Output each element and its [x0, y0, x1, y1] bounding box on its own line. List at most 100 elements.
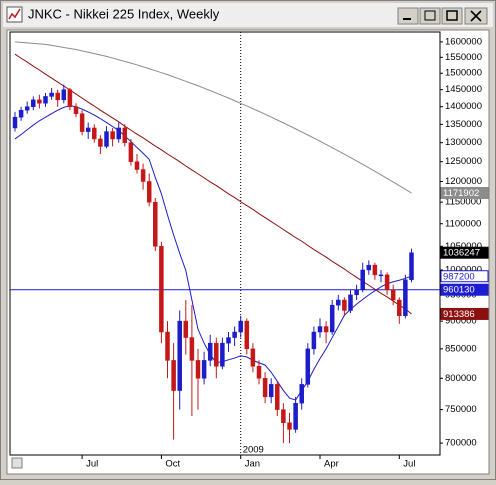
- candle-body: [311, 331, 317, 350]
- y-tick-label: 1000000: [445, 265, 482, 276]
- candle-body: [403, 279, 408, 317]
- candle-body: [329, 304, 335, 333]
- candle-body: [214, 342, 219, 367]
- candle-body: [146, 181, 152, 203]
- candle-body: [177, 320, 182, 391]
- candle-body: [336, 299, 341, 306]
- y-tick-label: 1450000: [445, 84, 482, 95]
- candle-body: [323, 326, 329, 333]
- candle-body: [79, 113, 85, 132]
- x-tick-label: Jul: [403, 459, 415, 470]
- candle-body: [244, 320, 250, 350]
- candle-body: [165, 331, 170, 361]
- value-box: [440, 307, 489, 320]
- y-tick-label: 1600000: [445, 36, 482, 47]
- value-box: [440, 283, 489, 296]
- candle-body: [159, 246, 164, 333]
- y-tick-label: 1050000: [445, 241, 482, 252]
- candle-body: [201, 360, 207, 379]
- x-tick-label: Jul: [86, 459, 98, 470]
- x-tick-label: Jan: [245, 459, 260, 470]
- value-box-label: 987200: [443, 271, 475, 282]
- x-tick-label: Oct: [165, 459, 180, 470]
- candle-body: [12, 116, 18, 129]
- minimize-button[interactable]: [397, 7, 419, 25]
- candle-body: [37, 99, 42, 104]
- candle-body: [31, 99, 36, 107]
- window-buttons: [397, 7, 488, 25]
- candle-body: [305, 348, 311, 385]
- candle-body: [128, 142, 134, 162]
- y-tick-label: 1400000: [445, 101, 482, 112]
- candle-body: [378, 274, 384, 277]
- x-tick-label: Apr: [324, 459, 339, 470]
- candle-body: [275, 384, 280, 410]
- candle-body: [171, 360, 176, 391]
- y-tick-label: 900000: [445, 316, 477, 327]
- candle-body: [140, 169, 146, 182]
- candle-body: [293, 402, 298, 430]
- moving-average-line: [14, 105, 412, 401]
- maximize-glyph: [446, 10, 458, 21]
- candle-body: [153, 201, 158, 247]
- candle-body: [43, 96, 48, 104]
- candle-body: [299, 384, 304, 404]
- candle-body: [207, 342, 213, 361]
- value-box: [440, 270, 489, 283]
- candle-body: [238, 320, 243, 333]
- candle-body: [61, 89, 67, 101]
- y-tick-label: 1100000: [445, 218, 481, 229]
- candle-body: [287, 422, 292, 430]
- candle-body: [342, 299, 347, 311]
- candle-body: [55, 92, 60, 101]
- year-label: 2009: [243, 445, 264, 456]
- candle-body: [98, 138, 103, 147]
- candle-body: [250, 348, 256, 367]
- candle-body: [49, 92, 54, 97]
- restore-button[interactable]: [419, 7, 441, 25]
- candle-body: [189, 337, 195, 361]
- candle-body: [256, 366, 262, 379]
- candle-body: [67, 89, 73, 107]
- candle-body: [397, 299, 402, 317]
- panel-icon[interactable]: [11, 457, 23, 469]
- value-box-label: 1036247: [443, 248, 480, 259]
- window-icon-line: [8, 8, 21, 20]
- candle-body: [262, 378, 268, 398]
- plot: [10, 41, 440, 444]
- candle-body: [390, 289, 396, 301]
- candle-body: [122, 127, 128, 143]
- value-box-label: 960130: [443, 285, 475, 296]
- candle-body: [134, 161, 140, 170]
- y-tick-label: 1150000: [445, 197, 481, 208]
- candle-body: [409, 252, 414, 281]
- candle-body: [116, 127, 121, 140]
- candle-body: [183, 320, 189, 338]
- candle-body: [354, 289, 359, 296]
- window-title: JNKC - Nikkei 225 Index, Weekly: [28, 6, 220, 21]
- candle-body: [220, 342, 225, 367]
- candle-body: [92, 127, 97, 140]
- candle-body: [85, 127, 91, 132]
- value-box: [440, 187, 489, 200]
- candle-body: [110, 131, 115, 140]
- y-tick-label: 1200000: [445, 176, 482, 187]
- candle-body: [104, 131, 109, 147]
- candle-body: [366, 264, 372, 271]
- candle-body: [348, 294, 353, 311]
- y-tick-label: 750000: [445, 404, 477, 415]
- close-glyph: [470, 10, 482, 22]
- candle-body: [372, 264, 378, 276]
- candle-body: [73, 106, 79, 114]
- y-tick-label: 700000: [445, 438, 477, 449]
- moving-average-line: [14, 53, 412, 315]
- candle-body: [24, 106, 30, 111]
- y-tick-label: 850000: [445, 343, 477, 354]
- y-tick-label: 1550000: [445, 52, 482, 63]
- value-box: [440, 246, 489, 259]
- candle-body: [18, 109, 24, 118]
- y-tick-label: 1350000: [445, 119, 482, 130]
- candle-body: [195, 360, 201, 379]
